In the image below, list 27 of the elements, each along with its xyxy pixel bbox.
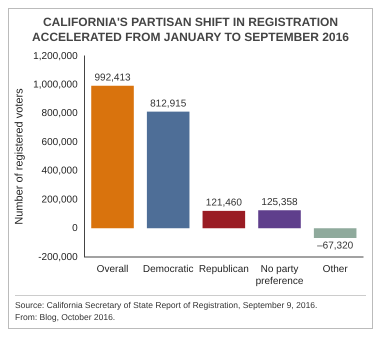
x-tick-label: Republican [198, 264, 249, 275]
data-label: 121,460 [206, 198, 242, 209]
x-tick-label: Democratic [142, 264, 194, 275]
y-tick-label: 0 [72, 223, 78, 234]
x-tick-label: No party preference [256, 264, 304, 287]
x-tick-label: Overall [96, 264, 128, 275]
bar [258, 210, 301, 228]
y-tick-label: 800,000 [42, 108, 78, 120]
data-label: 992,413 [94, 72, 132, 84]
x-tick-label: Other [322, 264, 348, 275]
y-tick-label: 1,200,000 [33, 50, 78, 62]
text: From: Blog, October 2016. [15, 311, 116, 323]
y-tick-label: 1,000,000 [33, 79, 78, 90]
bar [91, 86, 134, 228]
data-label: 125,358 [261, 197, 298, 208]
y-tick-label: 400,000 [42, 166, 78, 177]
bar [146, 112, 190, 228]
bar [314, 228, 356, 238]
y-tick-label: 200,000 [42, 194, 78, 206]
y-axis-title: Number of registered voters [14, 88, 26, 225]
data-label: 812,915 [150, 98, 187, 110]
y-tick-label: -200,000 [38, 252, 78, 263]
source-note: Source: California Secretary of State Report of Registration, September 9, 2016. [15, 299, 318, 311]
y-tick-label: 600,000 [42, 136, 78, 148]
data-label: –67,320 [317, 240, 354, 252]
chart-title: CALIFORNIA'S PARTISAN SHIFT IN REGISTRATION ACCELERATED FROM JANUARY TO SEPTEMBER 2016 [31, 14, 350, 46]
bar [202, 210, 246, 228]
